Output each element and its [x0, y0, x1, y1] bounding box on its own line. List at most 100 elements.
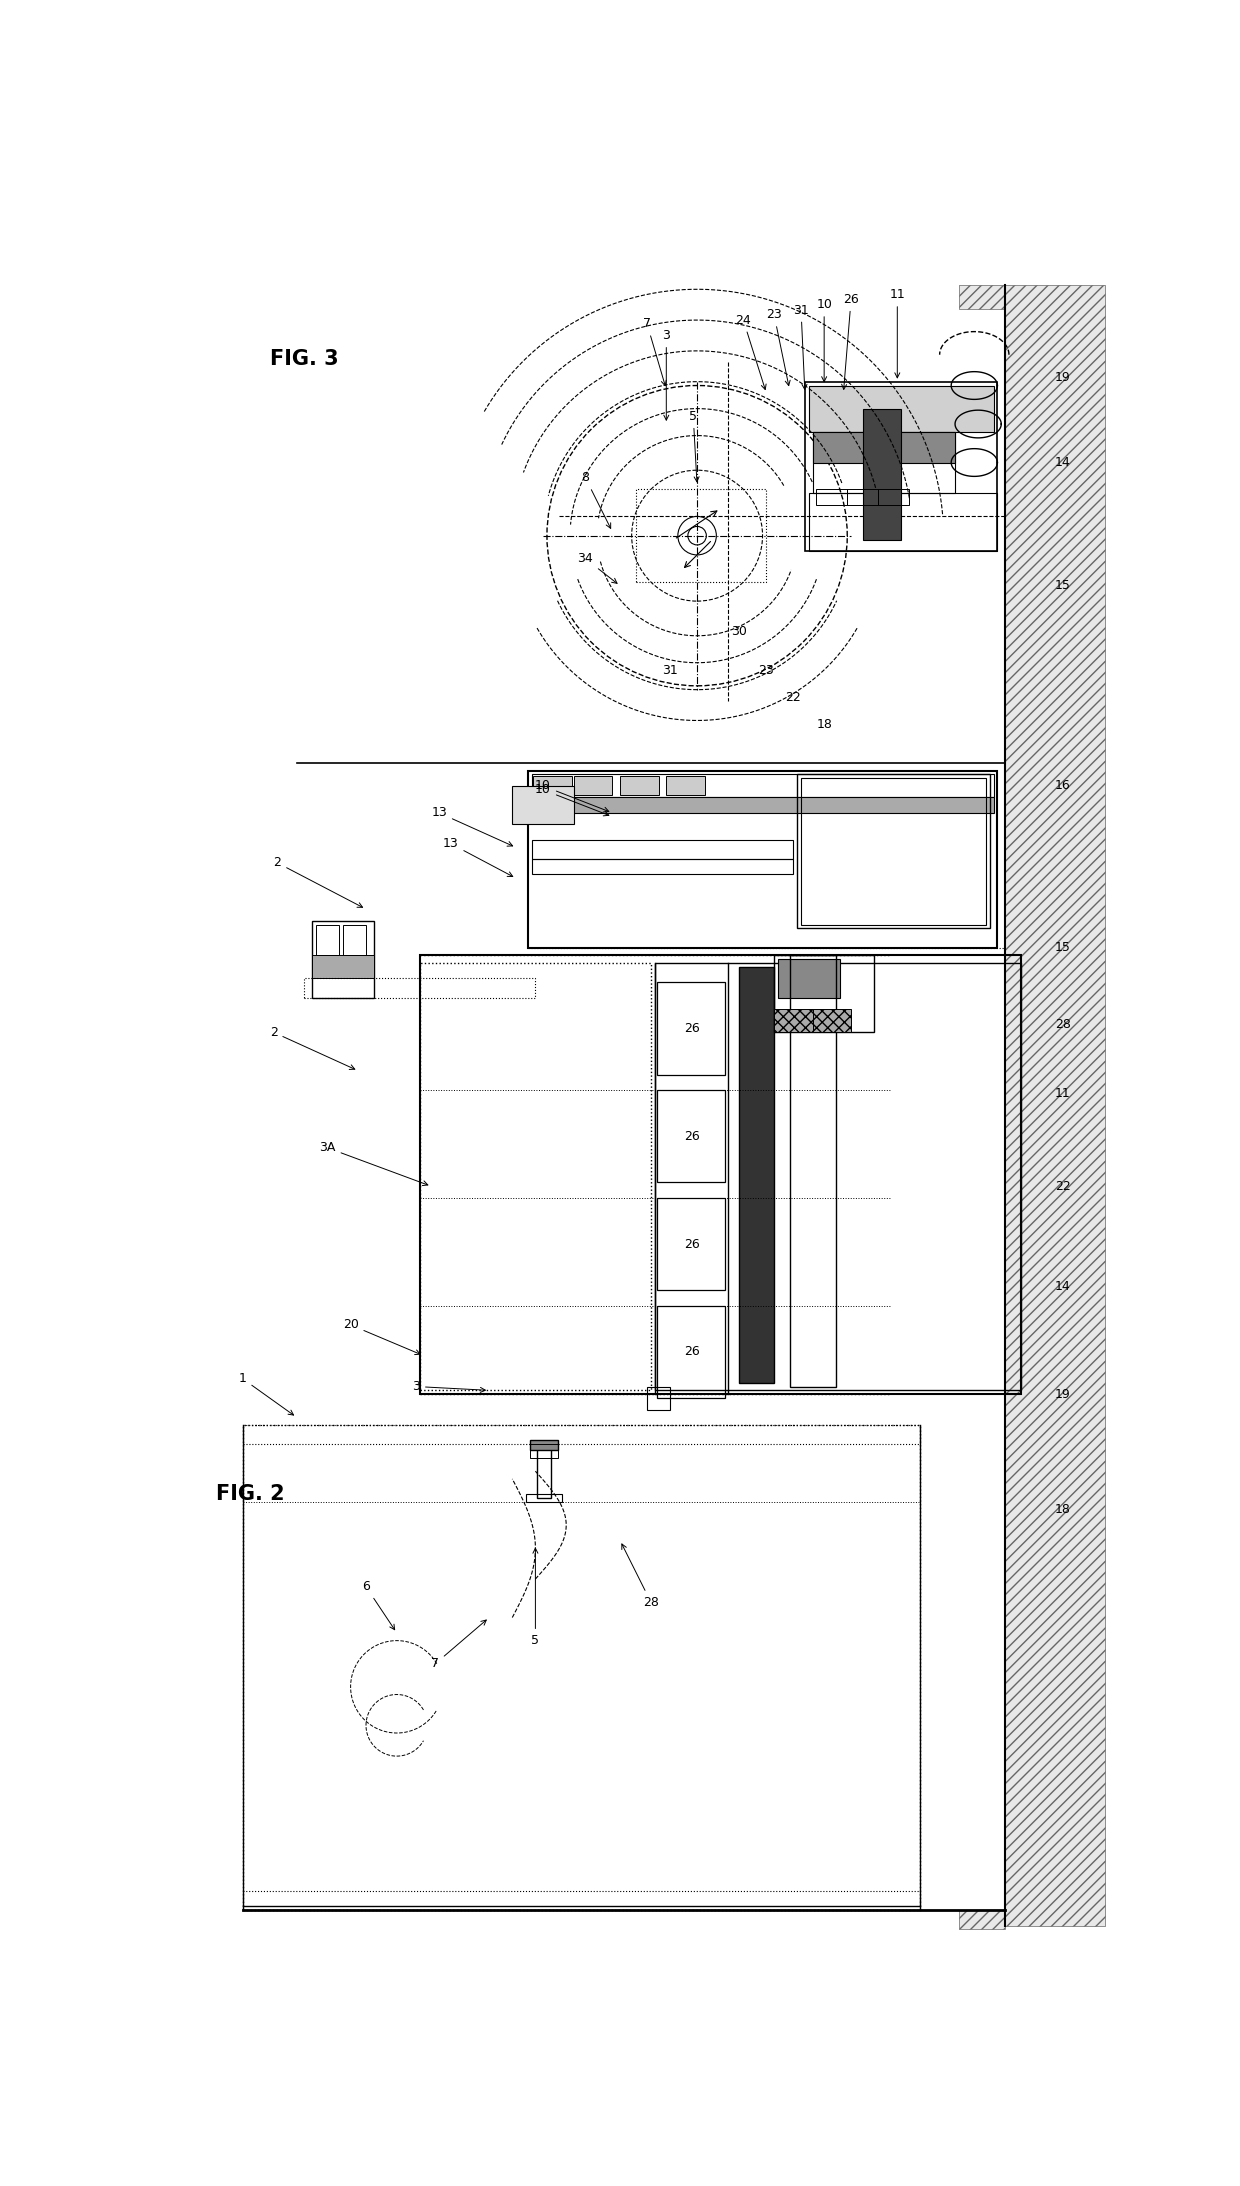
- Text: 3: 3: [662, 328, 671, 420]
- Text: 14: 14: [1055, 1281, 1070, 1292]
- Bar: [343, 925, 366, 955]
- Text: 11: 11: [889, 289, 905, 378]
- Bar: [878, 490, 909, 505]
- Bar: [537, 1445, 551, 1497]
- Text: 1: 1: [239, 1373, 294, 1414]
- Bar: [529, 1445, 558, 1458]
- Text: 30: 30: [732, 625, 748, 638]
- Bar: [657, 1198, 725, 1290]
- Bar: [805, 383, 997, 551]
- Text: 23: 23: [766, 308, 790, 385]
- Text: 2: 2: [274, 857, 362, 907]
- Bar: [420, 955, 1021, 1395]
- Bar: [863, 409, 901, 540]
- Bar: [574, 776, 613, 796]
- Bar: [816, 490, 847, 505]
- Bar: [620, 776, 658, 796]
- Text: 31: 31: [794, 304, 808, 389]
- Text: 7: 7: [644, 317, 666, 385]
- Text: 34: 34: [578, 553, 618, 584]
- Bar: [512, 787, 574, 824]
- Bar: [243, 1425, 920, 1445]
- Bar: [812, 1010, 851, 1032]
- Bar: [243, 1425, 920, 1911]
- Text: 5: 5: [532, 1548, 539, 1646]
- Text: 23: 23: [759, 665, 774, 678]
- Text: 10: 10: [536, 780, 609, 811]
- Bar: [316, 925, 339, 955]
- Bar: [655, 964, 1021, 1390]
- Text: 22: 22: [785, 691, 801, 704]
- Bar: [666, 776, 704, 796]
- Text: 16: 16: [1055, 780, 1070, 791]
- Bar: [657, 1305, 725, 1399]
- Bar: [312, 920, 373, 997]
- Bar: [812, 431, 889, 463]
- Text: 13: 13: [432, 807, 512, 846]
- Text: 26: 26: [683, 1023, 699, 1034]
- Text: 18: 18: [1055, 1504, 1071, 1517]
- Text: 20: 20: [342, 1318, 420, 1355]
- Bar: [959, 286, 1006, 308]
- Text: 19: 19: [1055, 1388, 1070, 1401]
- Text: 22: 22: [1055, 1180, 1070, 1194]
- Bar: [894, 431, 955, 494]
- Bar: [847, 490, 878, 505]
- Bar: [739, 966, 774, 1384]
- Text: 24: 24: [735, 313, 766, 389]
- Bar: [808, 494, 997, 551]
- Bar: [894, 431, 955, 463]
- Bar: [774, 955, 874, 1032]
- Text: 28: 28: [621, 1543, 658, 1609]
- Text: 13: 13: [443, 837, 512, 877]
- Text: 10: 10: [816, 297, 832, 383]
- Text: 18: 18: [816, 717, 832, 730]
- Text: 6: 6: [362, 1580, 394, 1631]
- Text: FIG. 3: FIG. 3: [270, 348, 339, 369]
- Text: FIG. 2: FIG. 2: [216, 1484, 284, 1504]
- Bar: [243, 1891, 920, 1911]
- Text: 7: 7: [432, 1620, 486, 1670]
- Bar: [635, 490, 766, 581]
- Bar: [533, 776, 572, 796]
- Bar: [959, 1911, 1006, 1930]
- Text: 31: 31: [662, 665, 678, 678]
- Bar: [812, 431, 889, 494]
- Bar: [774, 1010, 812, 1032]
- Text: 3: 3: [412, 1379, 485, 1392]
- Text: 8: 8: [582, 472, 610, 529]
- Bar: [304, 979, 536, 997]
- Text: 11: 11: [1055, 1086, 1070, 1100]
- Text: 15: 15: [1055, 579, 1071, 592]
- Bar: [532, 839, 794, 859]
- Bar: [532, 798, 993, 813]
- Bar: [1006, 286, 1105, 1926]
- Bar: [312, 955, 373, 979]
- Text: 26: 26: [683, 1344, 699, 1358]
- Text: 10: 10: [536, 783, 609, 815]
- Bar: [528, 769, 997, 947]
- Text: 14: 14: [1055, 457, 1070, 470]
- Bar: [420, 964, 651, 1390]
- Text: 26: 26: [683, 1130, 699, 1143]
- Bar: [529, 1441, 558, 1449]
- Text: 26: 26: [842, 293, 859, 389]
- Text: 28: 28: [1055, 1019, 1071, 1032]
- Bar: [647, 1386, 670, 1410]
- Bar: [790, 955, 836, 1386]
- Text: 2: 2: [269, 1025, 355, 1069]
- Bar: [657, 982, 725, 1076]
- Text: 15: 15: [1055, 942, 1071, 953]
- Bar: [797, 774, 990, 929]
- Bar: [526, 1495, 562, 1502]
- Bar: [657, 1091, 725, 1183]
- Bar: [532, 774, 993, 798]
- Text: 3A: 3A: [320, 1141, 428, 1185]
- Text: 5: 5: [689, 409, 699, 481]
- Text: 19: 19: [1055, 372, 1070, 385]
- Bar: [808, 385, 993, 431]
- Text: 26: 26: [683, 1237, 699, 1250]
- Bar: [532, 859, 794, 874]
- Bar: [801, 778, 986, 925]
- Bar: [777, 960, 839, 997]
